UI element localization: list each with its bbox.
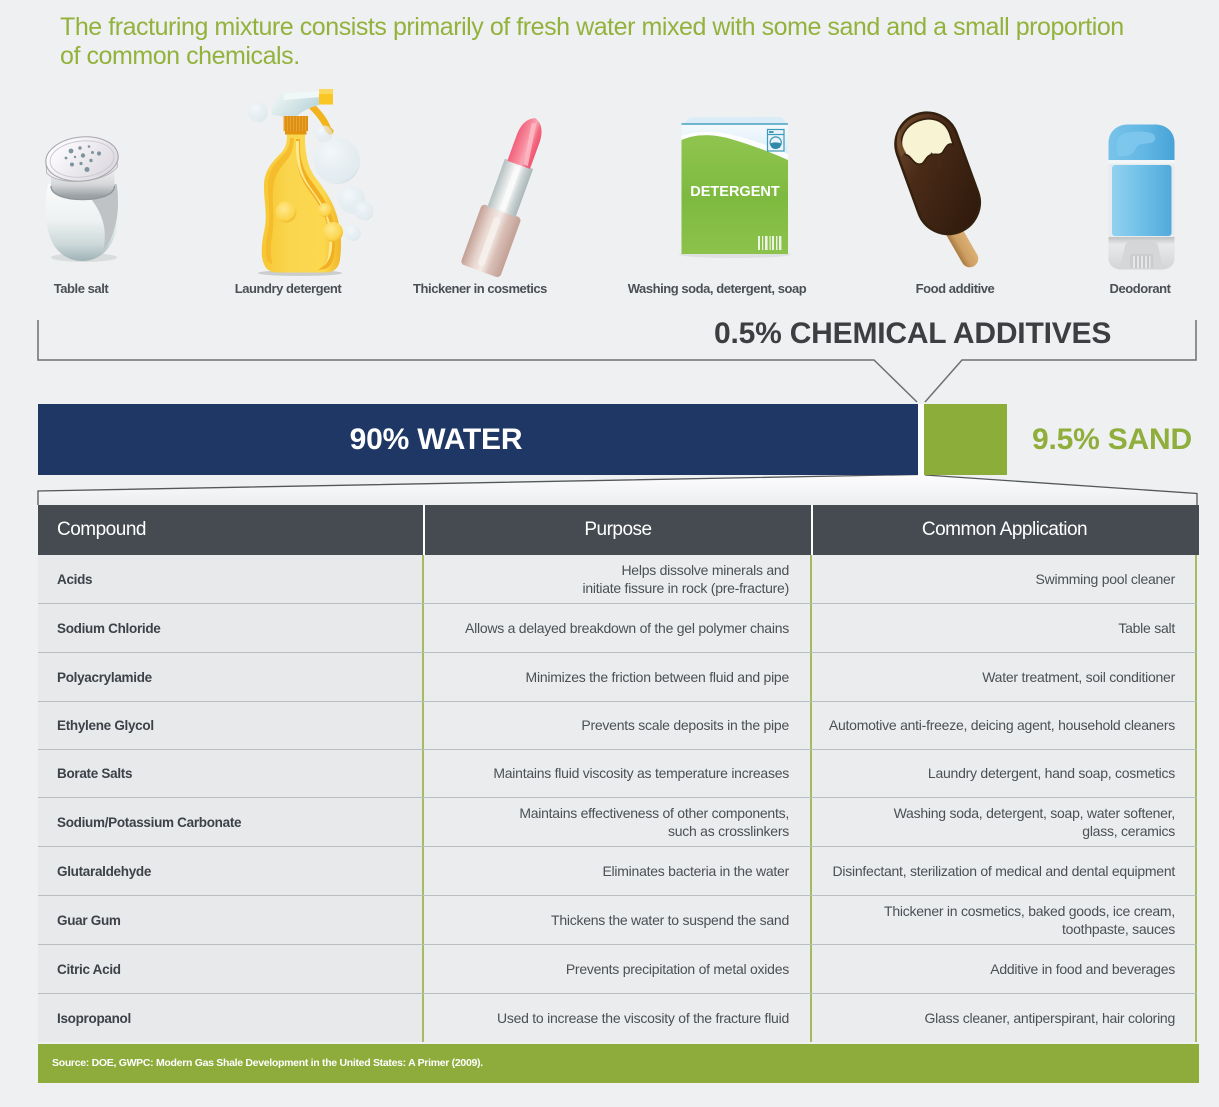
svg-text:DETERGENT: DETERGENT — [690, 184, 780, 200]
